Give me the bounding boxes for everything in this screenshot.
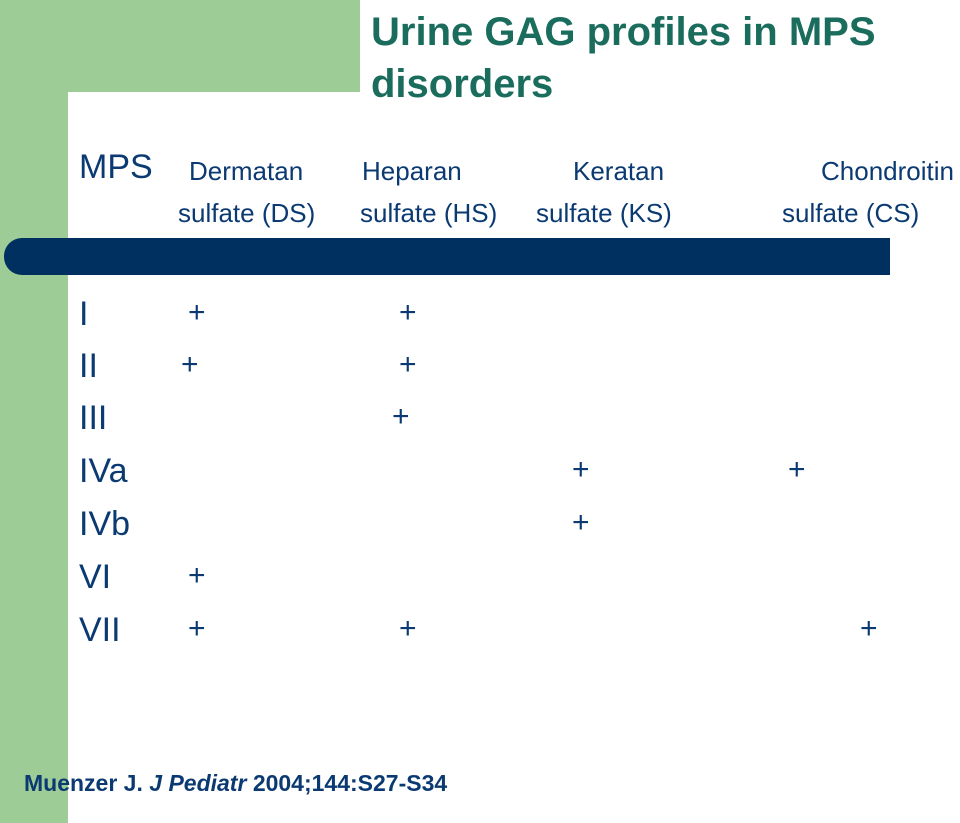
- mark-vii-ds: +: [188, 612, 206, 645]
- mark-vi-ds: +: [188, 559, 206, 592]
- row-label-iva: IVa: [79, 452, 128, 490]
- content-card: [68, 92, 960, 823]
- mark-iii-hs: +: [392, 400, 410, 433]
- green-side-strip: [0, 0, 68, 823]
- header-cs-line2: sulfate (CS): [782, 198, 920, 228]
- row-label-vi: VI: [79, 558, 112, 596]
- row-label-ii: II: [79, 347, 98, 385]
- header-ks-line2: sulfate (KS): [536, 198, 672, 228]
- citation-ref: 2004;144:S27-S34: [252, 770, 448, 796]
- mark-ii-ds: +: [181, 348, 199, 381]
- header-ds-line1: Dermatan: [189, 156, 304, 186]
- mark-iva-ks: +: [572, 453, 590, 486]
- citation-journal: J Pediatr: [149, 770, 247, 796]
- mark-i-hs: +: [399, 296, 417, 329]
- header-cs-line1: Chondroitin: [821, 156, 954, 186]
- header-hs-line2: sulfate (HS): [360, 198, 498, 228]
- mark-ii-hs: +: [399, 348, 417, 381]
- slide-title: Urine GAG profiles in MPS disorders: [371, 10, 876, 106]
- mark-ivb-ks: +: [572, 506, 590, 539]
- header-ks-line1: Keratan: [573, 156, 665, 186]
- header-mps: MPS: [79, 148, 153, 186]
- mark-iva-cs: +: [788, 453, 806, 486]
- green-top-block: [0, 0, 360, 92]
- row-label-i: I: [79, 295, 89, 333]
- row-label-iii: III: [79, 399, 108, 437]
- mark-vii-hs: +: [399, 612, 417, 645]
- mark-vii-cs: +: [860, 612, 878, 645]
- citation-author: Muenzer J.: [24, 770, 143, 796]
- row-label-vii: VII: [79, 611, 121, 649]
- header-divider-bar: [4, 238, 890, 275]
- header-ds-line2: sulfate (DS): [178, 198, 316, 228]
- header-hs-line1: Heparan: [362, 156, 462, 186]
- mark-i-ds: +: [188, 296, 206, 329]
- citation: Muenzer J. J Pediatr 2004;144:S27-S34: [24, 768, 447, 798]
- row-label-ivb: IVb: [79, 505, 131, 543]
